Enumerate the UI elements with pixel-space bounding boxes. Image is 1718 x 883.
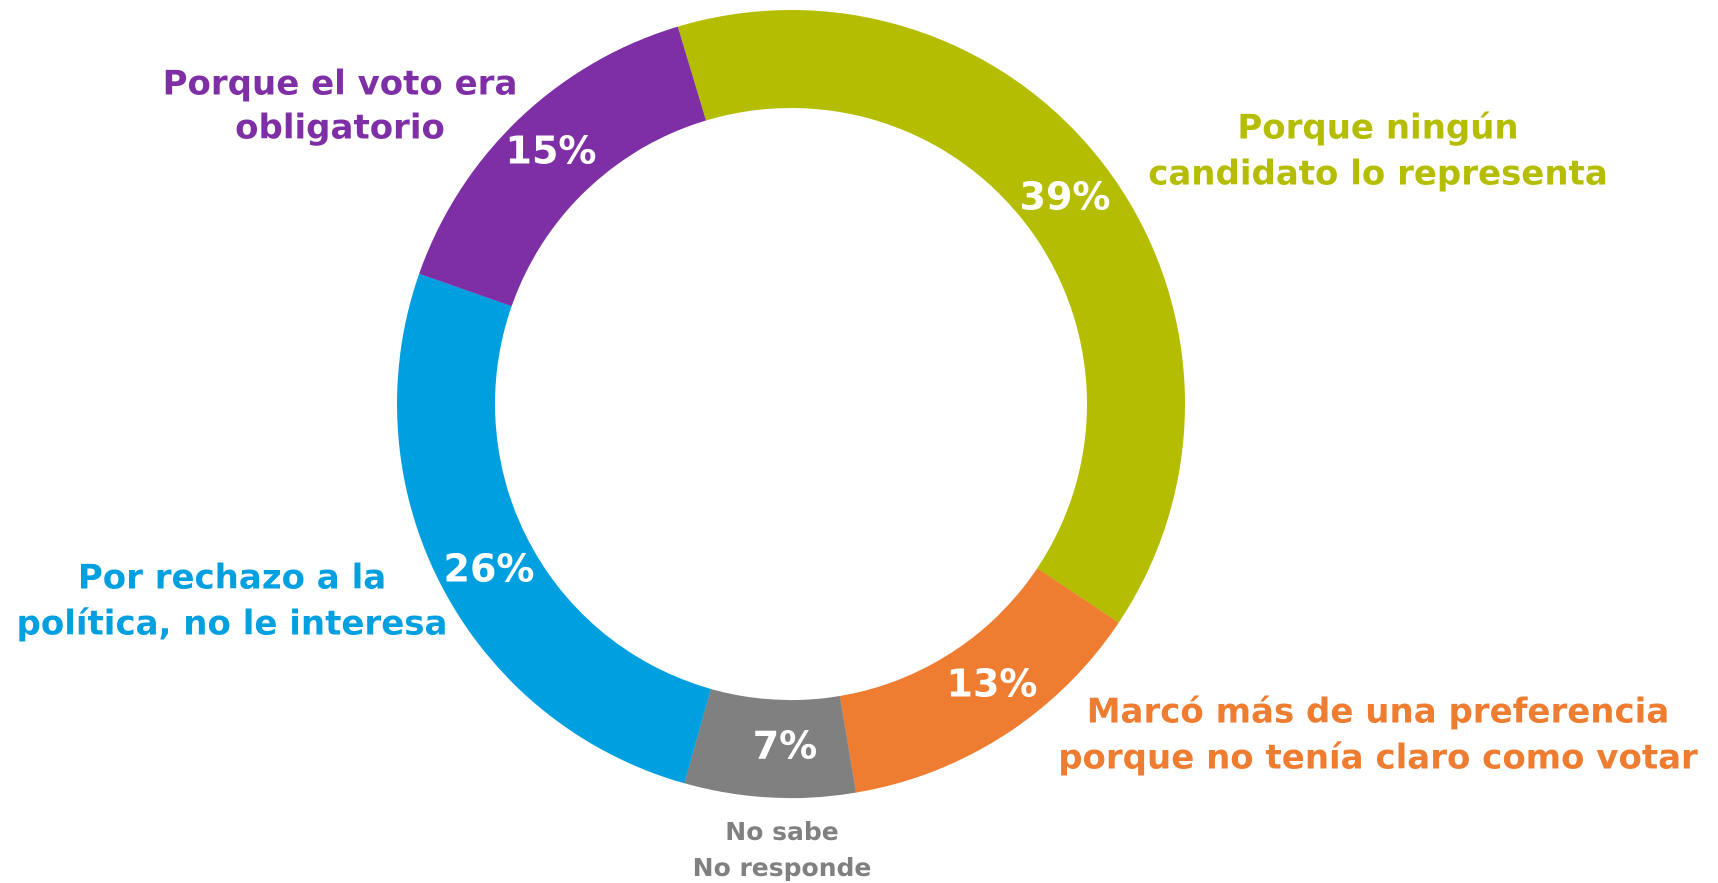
category-label: porque no tenía claro como votar bbox=[1058, 738, 1698, 778]
category-label: política, no le interesa bbox=[17, 604, 448, 644]
value-label: 39% bbox=[1020, 175, 1111, 219]
donut-slice bbox=[684, 688, 857, 798]
category-label: obligatorio bbox=[235, 108, 445, 148]
donut-slice bbox=[677, 9, 1185, 623]
category-label: Porque ningún bbox=[1237, 108, 1518, 148]
category-label: Por rechazo a la bbox=[78, 558, 386, 598]
value-label: 26% bbox=[444, 547, 535, 591]
category-label: candidato lo representa bbox=[1148, 154, 1608, 194]
donut-slice bbox=[839, 568, 1119, 793]
category-label: Marcó más de una preferencia bbox=[1087, 692, 1670, 732]
value-label: 15% bbox=[506, 129, 597, 173]
category-label: Porque el voto era bbox=[163, 64, 518, 104]
category-label: No sabe bbox=[725, 817, 838, 846]
value-label: 13% bbox=[947, 662, 1038, 706]
category-label: No responde bbox=[693, 853, 872, 882]
donut-slice bbox=[396, 273, 711, 784]
donut-slice bbox=[419, 26, 706, 307]
value-label: 7% bbox=[753, 724, 818, 768]
